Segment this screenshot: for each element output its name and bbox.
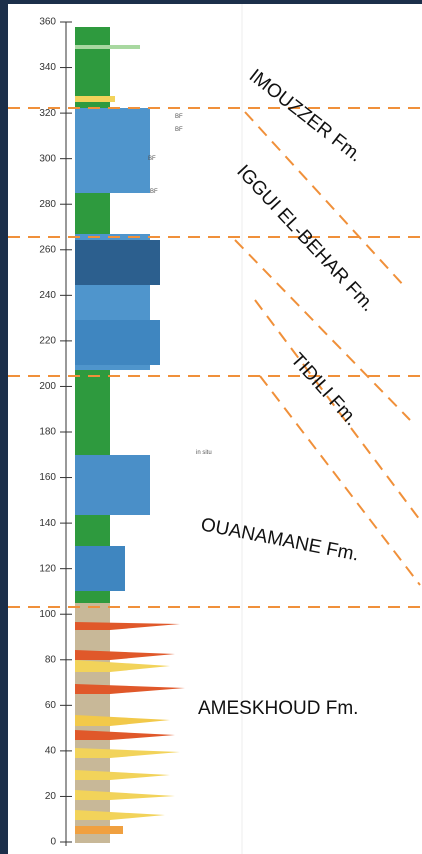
tick-label: 260 bbox=[39, 244, 56, 255]
formation-label: AMESKHOUD Fm. bbox=[198, 698, 358, 719]
tick-label: 60 bbox=[45, 700, 57, 711]
tick-label: 80 bbox=[45, 654, 57, 665]
tick-label: 360 bbox=[39, 17, 56, 28]
panel bbox=[8, 4, 422, 854]
tick-label: 20 bbox=[45, 791, 57, 802]
tick-label: 100 bbox=[39, 609, 56, 620]
tick-label: 240 bbox=[39, 290, 56, 301]
tick-label: 140 bbox=[39, 518, 56, 529]
tick-label: 160 bbox=[39, 472, 56, 483]
annotation: BF bbox=[175, 127, 183, 133]
tick-label: 200 bbox=[39, 381, 56, 392]
tick-label: 280 bbox=[39, 199, 56, 210]
tick-label: 300 bbox=[39, 153, 56, 164]
figure: BFBFBFBFin situ IMOUZZER Fm. IGGUI EL-BE… bbox=[0, 0, 422, 854]
annotation: BF bbox=[150, 189, 158, 195]
tick-label: 340 bbox=[39, 62, 56, 73]
annotation: BF bbox=[148, 156, 156, 162]
tick-label: 40 bbox=[45, 746, 57, 757]
annotation: BF bbox=[175, 114, 183, 120]
tick-label: 180 bbox=[39, 427, 56, 438]
tick-label: 0 bbox=[50, 837, 56, 848]
tick-label: 320 bbox=[39, 108, 56, 119]
tick-label: 220 bbox=[39, 336, 56, 347]
annotation: in situ bbox=[196, 450, 212, 456]
tick-label: 120 bbox=[39, 563, 56, 574]
